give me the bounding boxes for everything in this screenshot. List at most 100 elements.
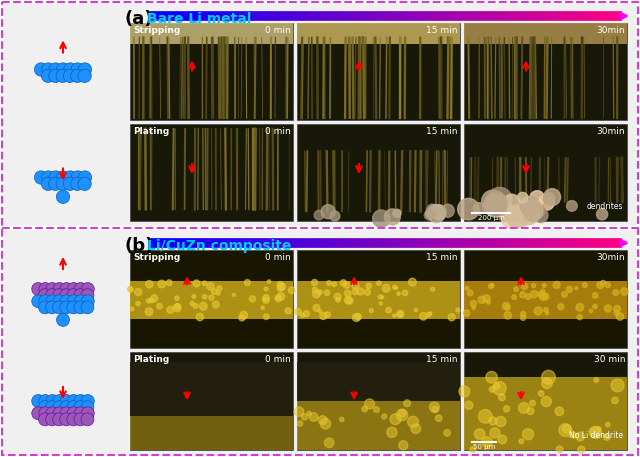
Circle shape [534,307,542,315]
Circle shape [426,313,431,317]
Circle shape [71,171,84,184]
Circle shape [46,282,59,295]
Bar [297,23,460,44]
Text: 0 min: 0 min [265,355,291,364]
Circle shape [42,63,55,76]
Circle shape [150,295,157,302]
Circle shape [336,298,340,302]
Circle shape [529,400,536,406]
Circle shape [541,370,556,384]
Circle shape [127,287,132,292]
Circle shape [556,446,563,453]
Circle shape [314,210,324,220]
Text: (a): (a) [125,10,154,28]
Circle shape [240,311,248,319]
Circle shape [277,285,284,291]
Circle shape [577,314,582,320]
Circle shape [45,289,58,302]
Circle shape [501,206,523,228]
Circle shape [503,194,520,211]
Circle shape [576,303,584,311]
Bar [297,401,460,450]
Circle shape [490,283,494,287]
Circle shape [483,200,498,215]
Circle shape [60,301,73,314]
Circle shape [70,177,84,191]
Circle shape [408,416,419,427]
Circle shape [386,308,391,313]
Circle shape [263,297,269,303]
Circle shape [380,302,383,305]
Circle shape [534,206,545,217]
Circle shape [543,308,548,312]
Circle shape [217,286,222,291]
Circle shape [527,408,534,414]
Text: (b): (b) [125,237,154,255]
Circle shape [60,289,73,302]
Circle shape [504,312,511,319]
Circle shape [420,313,427,320]
Circle shape [81,394,94,408]
Circle shape [320,313,327,319]
Circle shape [60,295,73,308]
Circle shape [553,282,560,288]
Bar [297,362,460,401]
Circle shape [56,314,69,326]
Circle shape [427,204,438,216]
Circle shape [479,409,492,423]
Circle shape [244,280,250,286]
Circle shape [611,379,624,392]
Circle shape [590,426,602,438]
Circle shape [381,296,384,299]
Circle shape [46,407,59,420]
Bar [464,282,627,319]
Bar [3,3,637,226]
Circle shape [596,209,607,220]
Circle shape [429,312,432,315]
Text: Stripping: Stripping [133,253,180,262]
Circle shape [521,283,527,289]
Circle shape [616,313,624,320]
Circle shape [53,282,66,295]
Bar [297,282,460,319]
Circle shape [393,314,396,318]
Circle shape [81,413,94,426]
Circle shape [32,282,45,295]
Circle shape [539,292,547,300]
Circle shape [486,300,490,304]
Circle shape [39,407,52,420]
Circle shape [426,209,435,219]
Circle shape [199,303,207,310]
Circle shape [74,394,87,408]
Circle shape [289,287,295,294]
Circle shape [543,192,555,204]
Circle shape [399,409,406,417]
Circle shape [488,284,493,288]
Circle shape [262,295,269,302]
Circle shape [67,413,80,426]
Circle shape [495,416,506,427]
Text: 0 min: 0 min [265,127,291,136]
Circle shape [390,414,401,425]
Text: 200 μm: 200 μm [477,215,504,221]
Circle shape [42,171,55,184]
Circle shape [46,295,59,308]
Circle shape [74,282,87,295]
Circle shape [366,283,371,289]
Circle shape [448,314,455,321]
Circle shape [130,307,134,311]
Circle shape [344,290,351,297]
Circle shape [49,63,62,76]
Circle shape [146,299,150,303]
Circle shape [149,298,154,303]
Text: 30 min: 30 min [593,355,625,364]
Bar [464,23,627,120]
Circle shape [482,190,504,213]
Circle shape [372,210,390,227]
Circle shape [277,282,283,288]
Circle shape [52,413,65,426]
Circle shape [374,407,380,412]
Circle shape [498,435,507,444]
Circle shape [621,288,628,295]
Bar [130,362,293,416]
